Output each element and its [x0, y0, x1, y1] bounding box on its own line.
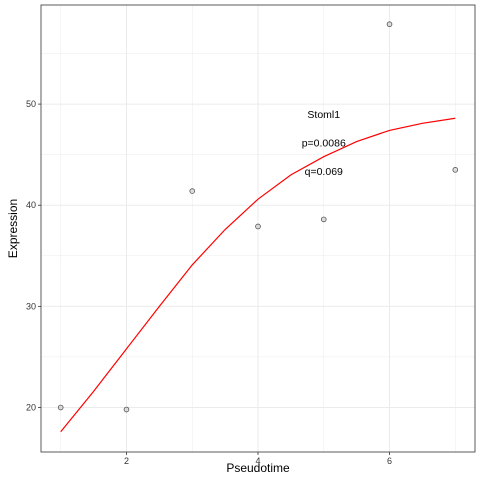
annotation-label: p=0.0086 — [302, 138, 346, 150]
y-tick-label: 50 — [26, 99, 36, 109]
x-tick-label: 2 — [124, 456, 129, 466]
fit-curve-layer — [60, 117, 456, 433]
y-tick-label: 40 — [26, 200, 36, 210]
data-point — [320, 216, 327, 223]
data-point — [57, 404, 64, 411]
data-point — [386, 21, 393, 28]
axis-ticks: 2 4 6 20 30 40 50 — [26, 99, 392, 466]
fit-curve — [60, 117, 456, 433]
x-axis-title: Pseudotime — [226, 461, 290, 475]
annotation-label: q=0.069 — [305, 166, 343, 178]
y-axis-title: Expression — [6, 199, 20, 258]
annotation-label: Stoml1 — [307, 109, 340, 121]
data-point — [189, 188, 196, 194]
annotations: Stoml1 p=0.0086 q=0.069 — [302, 109, 346, 178]
y-tick-label: 30 — [26, 301, 36, 311]
y-tick-label: 20 — [26, 403, 36, 413]
x-tick-label: 6 — [387, 456, 392, 466]
data-point — [123, 406, 130, 413]
data-point — [452, 167, 459, 173]
data-points — [57, 21, 459, 413]
x-tick-label: 4 — [255, 456, 260, 466]
data-point — [255, 223, 261, 230]
